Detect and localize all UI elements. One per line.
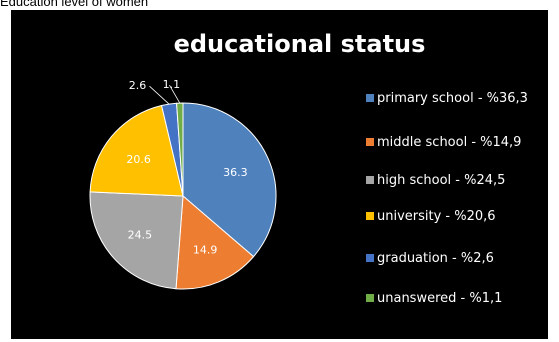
data-label: 36.3: [223, 166, 248, 179]
leader-line: [149, 85, 170, 105]
legend-item: unanswered - %1,1: [366, 290, 546, 308]
legend-label: unanswered - %1,1: [377, 291, 503, 306]
data-label: 2.6: [129, 79, 147, 92]
legend-item: middle school - %14,9: [366, 134, 546, 152]
legend-label: primary school - %36,3: [377, 91, 528, 106]
data-label: 20.6: [126, 153, 151, 166]
data-label: 14.9: [193, 243, 218, 256]
legend-swatch: [366, 212, 374, 220]
legend-label: graduation - %2,6: [377, 251, 494, 266]
data-label: 1.1: [163, 78, 181, 91]
figure-caption: Education level of women: [0, 0, 149, 9]
legend-item: high school - %24,5: [366, 172, 546, 190]
pie-slice: [182, 102, 277, 258]
chart-legend: primary school - %36,3 middle school - %1…: [11, 10, 548, 339]
legend-swatch: [366, 138, 374, 146]
legend-item: primary school - %36,3: [366, 90, 546, 108]
legend-swatch: [366, 294, 374, 302]
leader-line: [169, 84, 181, 104]
pie-chart: 36.3 14.9 24.5 20.6 2.6 1.1: [89, 78, 277, 290]
legend-item: university - %20,6: [366, 208, 546, 226]
legend-label: middle school - %14,9: [377, 135, 522, 150]
pie-slice: [89, 191, 184, 290]
legend-label: high school - %24,5: [377, 173, 506, 188]
legend-item: graduation - %2,6: [366, 250, 546, 268]
legend-label: university - %20,6: [377, 209, 496, 224]
data-label: 24.5: [128, 228, 153, 241]
chart-panel: educational status 36.3 14.9 24.5 20.6 2.6 1.…: [11, 10, 548, 339]
chart-title: educational status: [173, 30, 426, 58]
pie-slice: [89, 104, 184, 197]
legend-swatch: [366, 94, 374, 102]
pie-slice: [175, 194, 255, 290]
legend-swatch: [366, 254, 374, 262]
legend-swatch: [366, 176, 374, 184]
